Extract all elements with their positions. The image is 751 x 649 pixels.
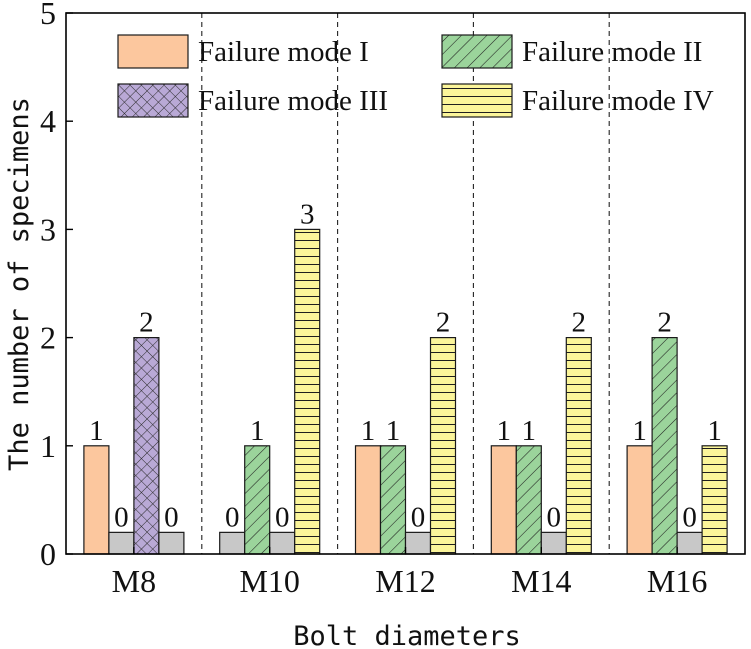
y-tick-label: 3 xyxy=(40,211,56,247)
bar xyxy=(294,228,321,555)
data-label: 1 xyxy=(361,415,376,447)
bar xyxy=(108,531,135,555)
data-label: 0 xyxy=(682,501,697,533)
legend-swatch xyxy=(441,34,513,69)
x-tick-label: M12 xyxy=(375,563,435,599)
bar xyxy=(404,531,432,555)
data-label: 1 xyxy=(707,415,722,447)
x-tick-label: M14 xyxy=(511,563,571,599)
bar xyxy=(651,337,678,555)
legend-label: Failure mode I xyxy=(198,36,369,68)
bar xyxy=(676,531,703,555)
data-label: 2 xyxy=(139,307,154,339)
bar xyxy=(515,445,542,555)
data-label: 1 xyxy=(89,415,104,447)
data-label: 1 xyxy=(522,415,537,447)
data-label: 0 xyxy=(411,501,426,533)
bar xyxy=(158,531,185,555)
x-axis-title: Bolt diameters xyxy=(293,621,521,649)
bar xyxy=(219,531,246,555)
y-tick-label: 2 xyxy=(40,320,56,356)
data-label: 1 xyxy=(497,415,512,447)
data-label: 0 xyxy=(225,501,240,533)
bar xyxy=(429,337,457,555)
bars-layer xyxy=(83,228,728,555)
data-label: 1 xyxy=(250,415,265,447)
bar xyxy=(244,445,271,555)
x-tick-label: M8 xyxy=(112,563,156,599)
y-tick-label: 1 xyxy=(40,428,56,464)
y-tick-label: 0 xyxy=(40,536,56,572)
bar xyxy=(269,531,296,555)
y-axis-title: The number of specimens xyxy=(4,97,35,471)
legend-label: Failure mode IV xyxy=(522,85,714,117)
x-tick-label: M16 xyxy=(647,563,707,599)
bar xyxy=(701,445,728,555)
data-label: 0 xyxy=(164,501,179,533)
data-label: 0 xyxy=(114,501,129,533)
data-label: 2 xyxy=(572,307,587,339)
data-label: 3 xyxy=(300,198,315,230)
legend-swatch xyxy=(441,83,513,118)
bar xyxy=(133,337,160,555)
bar xyxy=(83,445,110,555)
bar xyxy=(626,445,653,555)
data-label: 2 xyxy=(436,307,451,339)
bar xyxy=(540,531,567,555)
legend-label: Failure mode III xyxy=(198,85,388,117)
y-tick-label: 5 xyxy=(40,0,56,31)
y-tick-label: 4 xyxy=(40,103,56,139)
legend-swatch xyxy=(117,83,189,118)
legend: Failure mode I Failure mode II Failure mod… xyxy=(117,34,714,118)
data-label: 0 xyxy=(275,501,290,533)
axes: 0 1 2 3 4 5 M8 M10 M12 M14 M16 xyxy=(40,0,707,599)
data-label: 2 xyxy=(657,307,672,339)
data-label: 1 xyxy=(386,415,401,447)
legend-label: Failure mode II xyxy=(522,36,702,68)
data-label: 0 xyxy=(547,501,562,533)
legend-swatch xyxy=(117,34,189,69)
bar xyxy=(565,337,592,555)
x-tick-label: M10 xyxy=(239,563,299,599)
bar xyxy=(379,445,407,555)
data-label: 1 xyxy=(632,415,647,447)
bar xyxy=(354,445,382,555)
bar xyxy=(490,445,517,555)
